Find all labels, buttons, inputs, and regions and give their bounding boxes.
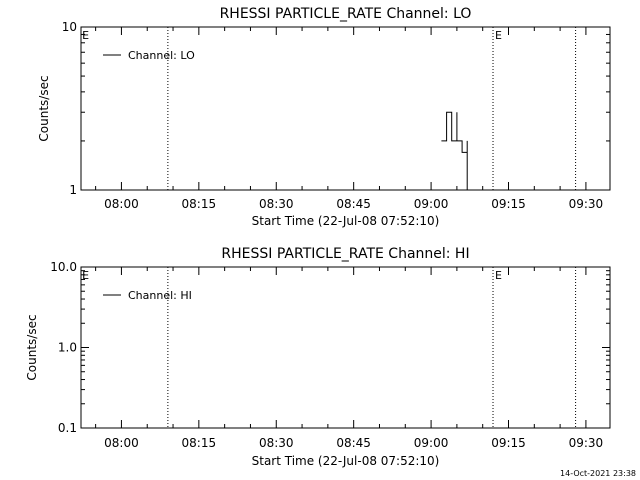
- chart-title: RHESSI PARTICLE_RATE Channel: HI: [221, 246, 469, 262]
- event-marker-label: E: [495, 29, 502, 42]
- x-axis-label: Start Time (22-Jul-08 07:52:10): [252, 214, 440, 228]
- x-tick-label: 08:45: [336, 436, 371, 450]
- chart-title: RHESSI PARTICLE_RATE Channel: LO: [220, 6, 472, 22]
- lo-channel-panel: RHESSI PARTICLE_RATE Channel: LO Counts/s…: [37, 6, 611, 228]
- y-axis-label: Counts/sec: [25, 314, 39, 380]
- x-tick-label: 08:15: [182, 197, 217, 211]
- x-tick-label: 09:30: [569, 197, 604, 211]
- series-line: [441, 111, 468, 190]
- x-tick-label: 08:30: [259, 197, 294, 211]
- event-marker-label: E: [82, 269, 89, 282]
- y-tick-label: 1: [69, 183, 77, 197]
- x-tick-label: 08:00: [104, 436, 139, 450]
- event-marker-label: E: [495, 269, 502, 282]
- footer-timestamp: 14-Oct-2021 23:38: [560, 469, 636, 478]
- event-marker-label: E: [82, 29, 89, 42]
- x-tick-label: 09:00: [414, 436, 449, 450]
- x-tick-label: 09:15: [491, 436, 526, 450]
- y-axis-label: Counts/sec: [37, 75, 51, 141]
- x-tick-label: 08:00: [104, 197, 139, 211]
- y-tick-label: 10.0: [50, 260, 77, 274]
- legend-entry: Channel: HI: [128, 289, 192, 302]
- y-tick-label: 1.0: [58, 341, 77, 355]
- y-tick-label: 0.1: [58, 421, 77, 435]
- x-tick-label: 09:00: [414, 197, 449, 211]
- legend-entry: Channel: LO: [128, 49, 195, 62]
- y-tick-label: 10: [62, 20, 77, 34]
- x-tick-label: 08:30: [259, 436, 294, 450]
- x-tick-label: 08:45: [336, 197, 371, 211]
- plot-frame: [80, 26, 611, 191]
- x-tick-label: 09:30: [569, 436, 604, 450]
- x-axis-label: Start Time (22-Jul-08 07:52:10): [252, 454, 440, 468]
- x-tick-label: 09:15: [491, 197, 526, 211]
- x-tick-label: 08:15: [182, 436, 217, 450]
- hi-channel-panel: RHESSI PARTICLE_RATE Channel: HI Counts/s…: [25, 246, 611, 468]
